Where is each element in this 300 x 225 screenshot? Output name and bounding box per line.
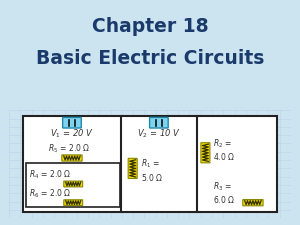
Text: $V_1$ = 20 V: $V_1$ = 20 V — [50, 128, 94, 140]
Text: $R_4$ = 2.0 $\Omega$: $R_4$ = 2.0 $\Omega$ — [29, 168, 71, 181]
FancyBboxPatch shape — [243, 200, 263, 206]
Bar — [23, 117, 277, 212]
FancyBboxPatch shape — [63, 117, 81, 128]
FancyBboxPatch shape — [201, 143, 210, 163]
FancyBboxPatch shape — [128, 158, 137, 178]
Bar — [26, 163, 120, 207]
Text: $R_1$ =
5.0 $\Omega$: $R_1$ = 5.0 $\Omega$ — [141, 158, 163, 183]
Text: $R_5$ = 2.0 $\Omega$: $R_5$ = 2.0 $\Omega$ — [48, 142, 90, 155]
Text: $R_6$ = 2.0 $\Omega$: $R_6$ = 2.0 $\Omega$ — [29, 187, 71, 200]
FancyBboxPatch shape — [62, 155, 82, 161]
FancyBboxPatch shape — [150, 117, 168, 128]
FancyBboxPatch shape — [64, 181, 83, 187]
Text: $V_2$ = 10 V: $V_2$ = 10 V — [137, 128, 181, 140]
Text: $R_2$ =
4.0 $\Omega$: $R_2$ = 4.0 $\Omega$ — [213, 137, 236, 162]
Text: Basic Electric Circuits: Basic Electric Circuits — [36, 49, 264, 68]
Text: $R_3$ =
6.0 $\Omega$: $R_3$ = 6.0 $\Omega$ — [213, 180, 236, 205]
Text: Chapter 18: Chapter 18 — [92, 18, 208, 36]
FancyBboxPatch shape — [64, 200, 83, 206]
